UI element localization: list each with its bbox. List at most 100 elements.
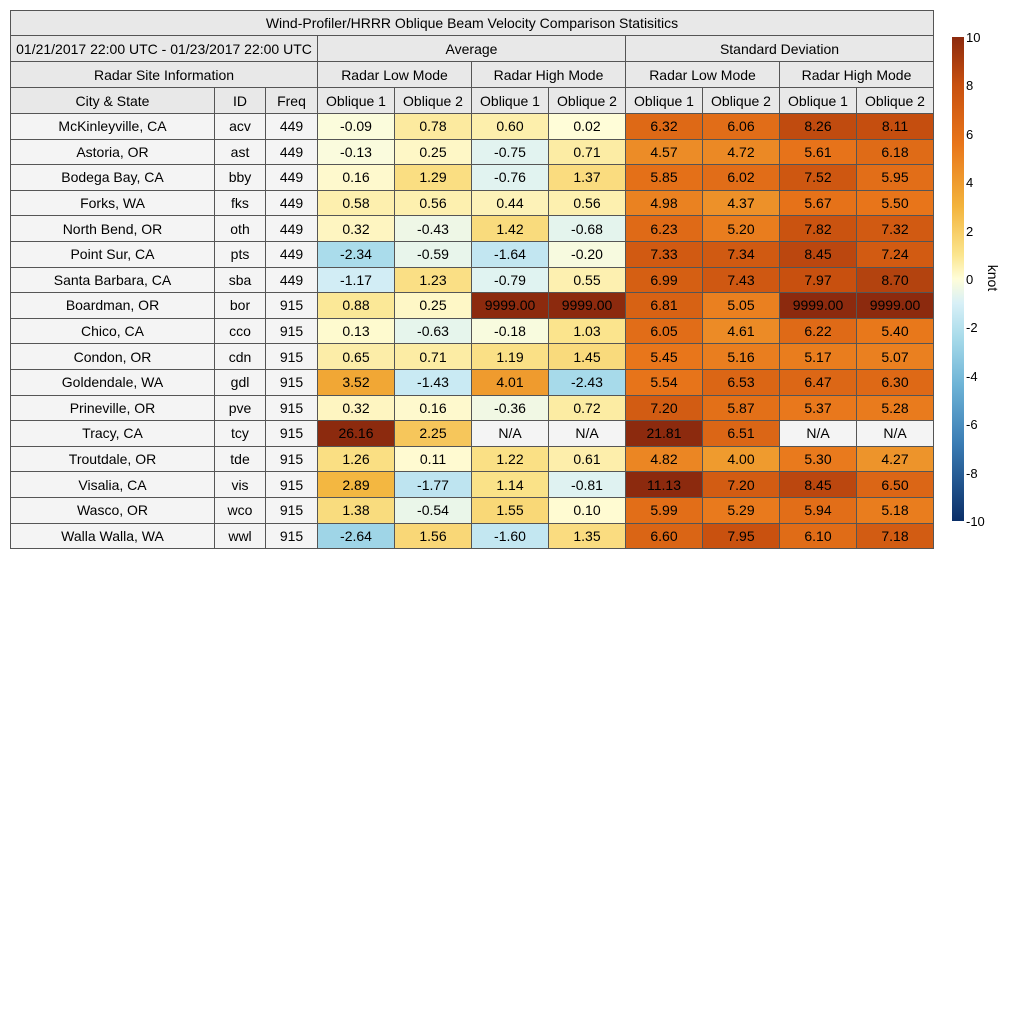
value-cell: 4.27 xyxy=(856,445,934,473)
site-id: cdn xyxy=(214,343,266,370)
table-body: McKinleyville, CA acv 449 -0.09 0.78 0.60 0.02… xyxy=(10,113,934,550)
site-city: Troutdale, OR xyxy=(10,445,215,473)
site-city: Bodega Bay, CA xyxy=(10,164,215,191)
value-cell: 5.61 xyxy=(779,138,857,166)
value-cell: 4.98 xyxy=(625,189,703,217)
value-cell: -0.13 xyxy=(317,138,395,166)
site-id: oth xyxy=(214,215,266,242)
value-cell: 5.05 xyxy=(702,292,780,319)
statistics-table: Wind-Profiler/HRRR Oblique Beam Velocity… xyxy=(10,10,934,550)
site-id: fks xyxy=(214,189,266,217)
column-header: Oblique 1 xyxy=(471,87,549,114)
colorbar-tick-label: -4 xyxy=(966,368,978,384)
value-cell: 0.11 xyxy=(394,445,472,473)
value-cell: -0.59 xyxy=(394,240,472,268)
value-cell: 0.60 xyxy=(471,113,549,140)
value-cell: 9999.00 xyxy=(548,292,626,319)
value-cell: 0.25 xyxy=(394,292,472,319)
value-cell: 5.29 xyxy=(702,496,780,524)
site-city: Boardman, OR xyxy=(10,292,215,319)
value-cell: N/A xyxy=(548,420,626,447)
table-row: Point Sur, CA pts 449 -2.34 -0.59 -1.64 -0.20 7… xyxy=(10,240,934,268)
value-cell: 0.32 xyxy=(317,215,395,242)
value-cell: 21.81 xyxy=(625,420,703,447)
value-cell: 7.52 xyxy=(779,164,857,191)
value-cell: 0.71 xyxy=(548,138,626,166)
site-id: ast xyxy=(214,138,266,166)
site-freq: 449 xyxy=(265,138,318,166)
value-cell: 5.37 xyxy=(779,394,857,422)
value-cell: -0.54 xyxy=(394,496,472,524)
site-city: Walla Walla, WA xyxy=(10,522,215,550)
value-cell: 4.72 xyxy=(702,138,780,166)
site-id: tde xyxy=(214,445,266,473)
colorbar-label: knot xyxy=(985,264,1001,292)
value-cell: 4.37 xyxy=(702,189,780,217)
site-freq: 449 xyxy=(265,240,318,268)
value-cell: 6.60 xyxy=(625,522,703,550)
value-cell: 0.10 xyxy=(548,496,626,524)
site-freq: 915 xyxy=(265,292,318,319)
site-id: wwl xyxy=(214,522,266,550)
column-header: Oblique 2 xyxy=(394,87,472,114)
value-cell: -0.68 xyxy=(548,215,626,242)
value-cell: N/A xyxy=(471,420,549,447)
value-cell: 0.44 xyxy=(471,189,549,217)
value-cell: 6.99 xyxy=(625,266,703,294)
table-row: Goldendale, WA gdl 915 3.52 -1.43 4.01 -2.43 5.… xyxy=(10,368,934,396)
sd-low-mode-header: Radar Low Mode xyxy=(625,61,780,88)
value-cell: 0.65 xyxy=(317,343,395,370)
value-cell: N/A xyxy=(779,420,857,447)
value-cell: -0.79 xyxy=(471,266,549,294)
value-cell: 0.56 xyxy=(548,189,626,217)
site-city: Condon, OR xyxy=(10,343,215,370)
site-city: Goldendale, WA xyxy=(10,368,215,396)
value-cell: 8.70 xyxy=(856,266,934,294)
value-cell: -0.36 xyxy=(471,394,549,422)
value-cell: 0.88 xyxy=(317,292,395,319)
site-freq: 915 xyxy=(265,343,318,370)
site-city: McKinleyville, CA xyxy=(10,113,215,140)
site-freq: 915 xyxy=(265,522,318,550)
avg-high-mode-header: Radar High Mode xyxy=(471,61,626,88)
site-freq: 915 xyxy=(265,445,318,473)
table-row: Boardman, OR bor 915 0.88 0.25 9999.00 9999.00… xyxy=(10,292,934,319)
value-cell: 7.43 xyxy=(702,266,780,294)
value-cell: 11.13 xyxy=(625,471,703,498)
site-id: pve xyxy=(214,394,266,422)
table-row: Wasco, OR wco 915 1.38 -0.54 1.55 0.10 5.99 5.29… xyxy=(10,496,934,524)
column-header: ID xyxy=(214,87,266,114)
value-cell: 1.56 xyxy=(394,522,472,550)
value-cell: 8.26 xyxy=(779,113,857,140)
value-cell: 5.67 xyxy=(779,189,857,217)
value-cell: -0.63 xyxy=(394,317,472,345)
value-cell: 7.32 xyxy=(856,215,934,242)
value-cell: 1.29 xyxy=(394,164,472,191)
value-cell: -1.77 xyxy=(394,471,472,498)
colorbar-tick-label: 2 xyxy=(966,223,974,239)
value-cell: 5.28 xyxy=(856,394,934,422)
site-city: Wasco, OR xyxy=(10,496,215,524)
value-cell: 6.32 xyxy=(625,113,703,140)
value-cell: 6.22 xyxy=(779,317,857,345)
value-cell: 26.16 xyxy=(317,420,395,447)
value-cell: 1.19 xyxy=(471,343,549,370)
site-id: gdl xyxy=(214,368,266,396)
site-city: Astoria, OR xyxy=(10,138,215,166)
average-group-header: Average xyxy=(317,35,626,62)
value-cell: 0.78 xyxy=(394,113,472,140)
colorbar-tick-label: 6 xyxy=(966,126,974,142)
colorbar-tick-label: -6 xyxy=(966,417,978,433)
colorbar-tick-label: 4 xyxy=(966,175,974,191)
value-cell: 1.55 xyxy=(471,496,549,524)
column-header-row: City & State ID Freq Oblique 1 Oblique 2 Obli… xyxy=(10,87,934,114)
colorbar-tick-label: 8 xyxy=(966,78,974,94)
value-cell: 6.06 xyxy=(702,113,780,140)
value-cell: -1.64 xyxy=(471,240,549,268)
value-cell: 0.02 xyxy=(548,113,626,140)
table-row: Condon, OR cdn 915 0.65 0.71 1.19 1.45 5.45 5.16… xyxy=(10,343,934,370)
value-cell: 6.18 xyxy=(856,138,934,166)
value-cell: 7.95 xyxy=(702,522,780,550)
colorbar-tick-label: 10 xyxy=(966,30,981,45)
site-freq: 915 xyxy=(265,471,318,498)
